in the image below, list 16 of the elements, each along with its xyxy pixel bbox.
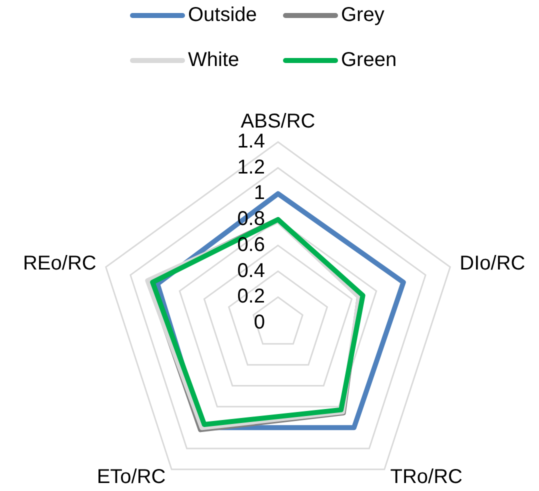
spoke-label: REo/RC — [22, 252, 96, 274]
legend-label: White — [188, 48, 240, 72]
y-tick-label: 1 — [254, 182, 265, 204]
y-tick-label: 0.4 — [237, 260, 265, 282]
spoke-label: ABS/RC — [240, 110, 316, 133]
legend-label: Green — [341, 48, 397, 72]
spoke-label: TRo/RC — [390, 466, 462, 488]
y-tick-label: 1.4 — [237, 130, 265, 153]
y-tick-label: 0.2 — [237, 286, 265, 308]
spoke-label: ETo/RC — [96, 466, 166, 488]
y-tick-label: 0.6 — [237, 234, 265, 256]
legend-label: Outside — [188, 4, 257, 26]
spoke-label: DIo/RC — [460, 252, 526, 274]
legend-label: Grey — [341, 4, 384, 26]
y-tick-label: 1.2 — [237, 156, 265, 178]
y-tick-label: 0 — [254, 312, 265, 334]
